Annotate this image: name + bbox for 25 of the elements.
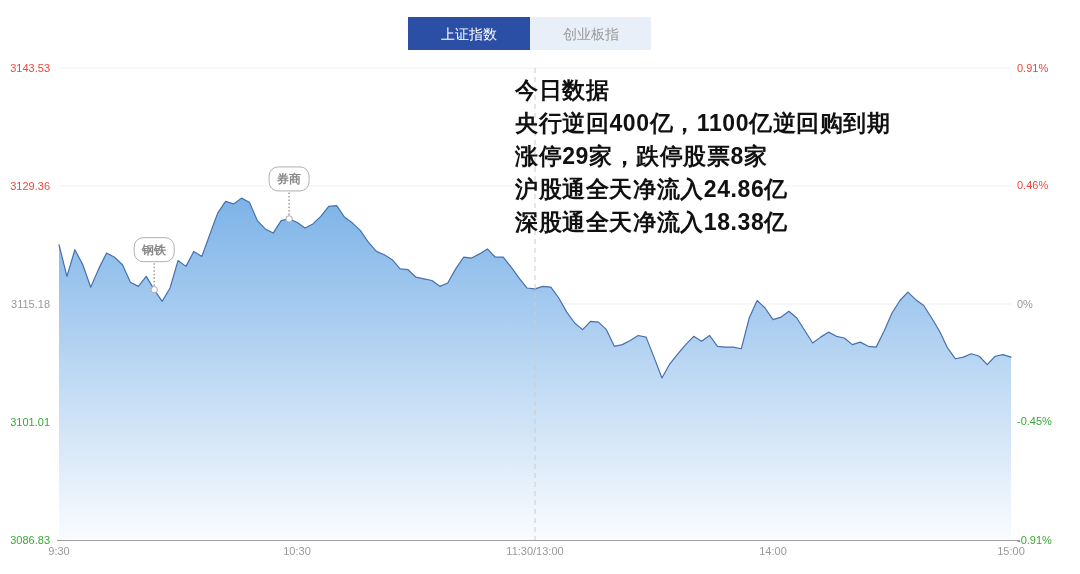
y2-tick-label: -0.91% <box>1017 534 1053 546</box>
annotation: 涨停29家，跌停股票8家 <box>514 143 768 169</box>
x-tick-label: 14:00 <box>759 545 787 557</box>
x-tick-label: 11:30/13:00 <box>506 545 564 557</box>
y-tick-label: 3101.01 <box>10 415 50 428</box>
y2-tick-label: 0.46% <box>1017 178 1049 191</box>
y-tick-label: 3129.36 <box>10 179 50 192</box>
y2-tick-label: 0.91% <box>1017 62 1049 74</box>
data-label: 券商 <box>276 172 302 187</box>
annotation: 今日数据 <box>514 77 610 103</box>
tab: 创业板指 <box>530 17 651 50</box>
y-tick-label: 3143.53 <box>10 62 50 74</box>
y2-tick-label: -0.45% <box>1017 414 1053 427</box>
annotation: 央行逆回400亿，1100亿逆回购到期 <box>515 110 891 136</box>
y-tick-label: 3115.18 <box>11 298 50 310</box>
chart-title: 上证指数 <box>441 26 497 42</box>
y-tick-label: 3086.83 <box>10 534 50 546</box>
x-tick-label: 9:30 <box>48 545 70 557</box>
annotation: 深股通全天净流入18.38亿 <box>514 209 789 235</box>
x-tick-label: 10:30 <box>283 545 311 557</box>
tab-selected: 上证指数 <box>408 17 530 50</box>
annotation: 沪股通全天净流入24.86亿 <box>514 176 789 202</box>
x-tick-label: 15:00 <box>997 545 1025 557</box>
y2-tick-label: 0% <box>1017 298 1034 310</box>
data-label: 钢铁 <box>141 243 168 258</box>
